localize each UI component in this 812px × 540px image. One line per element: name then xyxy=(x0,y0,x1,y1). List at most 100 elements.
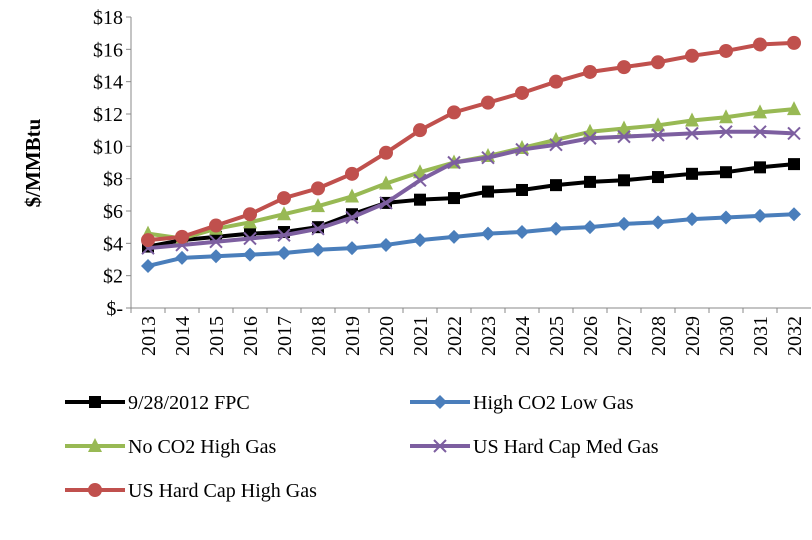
marker xyxy=(753,208,767,223)
x-tick-label: 2028 xyxy=(648,316,670,356)
marker xyxy=(583,220,597,235)
x-tick-label: 2015 xyxy=(206,316,228,356)
marker xyxy=(651,215,665,230)
marker xyxy=(516,183,528,196)
marker xyxy=(277,206,291,221)
marker xyxy=(550,179,562,192)
marker xyxy=(379,175,393,190)
marker xyxy=(175,250,189,265)
marker xyxy=(617,60,631,75)
marker xyxy=(651,117,665,132)
marker xyxy=(787,35,801,50)
x-tick-label: 2030 xyxy=(716,316,738,356)
y-tick-label: $18 xyxy=(93,7,123,29)
legend-marker xyxy=(88,438,102,452)
marker xyxy=(549,221,563,236)
x-tick-label: 2031 xyxy=(750,316,772,356)
marker xyxy=(345,241,359,256)
y-tick-label: $16 xyxy=(93,39,123,61)
marker xyxy=(754,161,766,174)
marker xyxy=(515,225,529,240)
y-tick-label: $8 xyxy=(103,169,123,191)
x-tick-label: 2027 xyxy=(614,316,636,356)
x-tick-label: 2017 xyxy=(274,316,296,356)
marker xyxy=(685,212,699,227)
marker xyxy=(141,258,155,273)
y-tick-label: $- xyxy=(106,298,123,320)
marker xyxy=(345,166,359,181)
x-tick-label: 2026 xyxy=(580,316,602,356)
marker xyxy=(277,246,291,261)
marker xyxy=(618,174,630,187)
marker xyxy=(175,229,189,244)
x-tick-label: 2013 xyxy=(138,316,160,356)
marker xyxy=(584,175,596,188)
marker xyxy=(719,125,733,139)
marker xyxy=(719,43,733,58)
legend-marker xyxy=(89,396,101,408)
marker xyxy=(379,196,393,210)
marker xyxy=(787,207,801,222)
marker xyxy=(209,235,223,249)
marker xyxy=(311,181,325,196)
y-tick-label: $12 xyxy=(93,104,123,126)
marker xyxy=(311,222,325,236)
marker xyxy=(141,233,155,248)
marker xyxy=(243,247,257,262)
legend-marker xyxy=(88,483,102,497)
marker xyxy=(753,37,767,52)
x-tick-label: 2025 xyxy=(546,316,568,356)
marker xyxy=(583,131,597,145)
marker xyxy=(413,173,427,187)
marker xyxy=(617,129,631,144)
marker xyxy=(447,105,461,120)
legend-marker xyxy=(433,395,447,409)
y-tick-label: $6 xyxy=(103,201,123,223)
marker xyxy=(311,198,325,213)
marker xyxy=(685,112,699,127)
marker xyxy=(719,109,733,124)
marker xyxy=(652,171,664,184)
x-tick-label: 2020 xyxy=(376,316,398,356)
legend-label: 9/28/2012 FPC xyxy=(128,392,250,414)
marker xyxy=(549,74,563,89)
marker xyxy=(719,210,733,225)
marker xyxy=(209,249,223,264)
marker xyxy=(651,128,665,142)
y-tick-label: $2 xyxy=(103,266,123,288)
x-tick-label: 2019 xyxy=(342,316,364,356)
marker xyxy=(277,228,291,242)
marker xyxy=(685,48,699,63)
series-line xyxy=(147,129,795,251)
marker xyxy=(413,233,427,248)
marker xyxy=(448,192,460,205)
marker xyxy=(685,126,699,141)
y-tick-label: $14 xyxy=(93,72,123,94)
x-tick-label: 2032 xyxy=(784,316,806,356)
marker xyxy=(379,237,393,252)
marker xyxy=(447,229,461,244)
marker xyxy=(651,55,665,70)
marker xyxy=(345,210,359,225)
x-tick-label: 2024 xyxy=(512,316,534,356)
marker xyxy=(515,85,529,100)
marker xyxy=(243,207,257,222)
marker xyxy=(481,226,495,241)
marker xyxy=(243,231,257,246)
y-tick-label: $4 xyxy=(103,233,123,255)
marker xyxy=(345,188,359,203)
legend-label: No CO2 High Gas xyxy=(128,436,277,458)
x-tick-label: 2018 xyxy=(308,316,330,356)
legend-label: High CO2 Low Gas xyxy=(473,392,634,414)
legend-marker xyxy=(433,439,447,453)
marker xyxy=(414,193,426,206)
y-axis-label: $/MMBtu xyxy=(21,118,45,207)
marker xyxy=(549,138,563,152)
marker xyxy=(209,218,223,233)
marker xyxy=(753,104,767,119)
marker xyxy=(686,167,698,180)
x-tick-label: 2016 xyxy=(240,316,262,356)
y-tick-label: $10 xyxy=(93,136,123,158)
legend-label: US Hard Cap Med Gas xyxy=(473,436,659,458)
